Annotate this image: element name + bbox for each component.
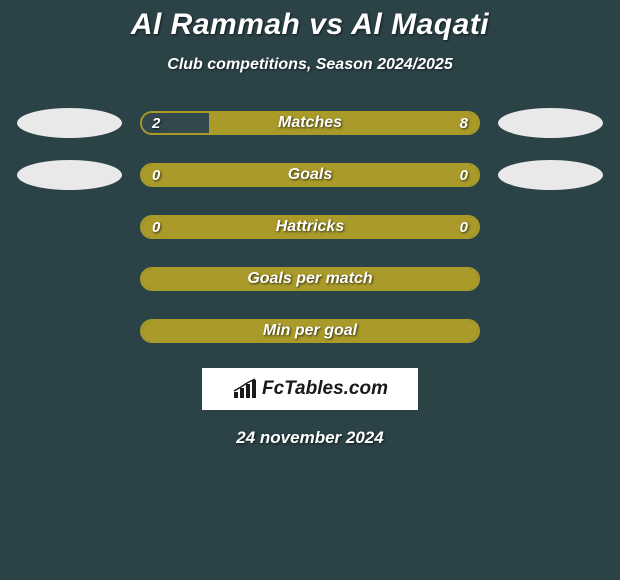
logo-box: FcTables.com bbox=[202, 368, 418, 410]
stat-rows: Matches28Goals00Hattricks00Goals per mat… bbox=[0, 108, 620, 346]
chart-icon bbox=[232, 378, 258, 400]
page-title: Al Rammah vs Al Maqati bbox=[0, 8, 620, 42]
stat-bar: Hattricks0 0 bbox=[140, 215, 480, 239]
team-left-ellipse bbox=[17, 160, 122, 190]
stat-value-left: 2 bbox=[142, 113, 170, 133]
page-subtitle: Club competitions, Season 2024/2025 bbox=[0, 56, 620, 74]
stat-value-left: 0 bbox=[142, 217, 170, 237]
stat-value-right: 0 bbox=[450, 165, 478, 185]
stat-row: Hattricks0 0 bbox=[0, 212, 620, 242]
stat-label: Hattricks bbox=[142, 217, 478, 237]
comparison-container: Al Rammah vs Al Maqati Club competitions… bbox=[0, 0, 620, 448]
stat-label: Min per goal bbox=[142, 321, 478, 341]
stat-bar: Goals0 0 bbox=[140, 163, 480, 187]
team-right-ellipse bbox=[498, 160, 603, 190]
stat-bar: Goals per match bbox=[140, 267, 480, 291]
stat-row: Matches2 8 bbox=[0, 108, 620, 138]
stat-label: Goals bbox=[142, 165, 478, 185]
stat-bar: Min per goal bbox=[140, 319, 480, 343]
team-right-ellipse bbox=[498, 108, 603, 138]
stat-value-right: 8 bbox=[450, 113, 478, 133]
stat-row: Goals0 0 bbox=[0, 160, 620, 190]
stat-value-right: 0 bbox=[450, 217, 478, 237]
team-left-ellipse bbox=[17, 108, 122, 138]
stat-value-left: 0 bbox=[142, 165, 170, 185]
date-text: 24 november 2024 bbox=[0, 428, 620, 448]
stat-row: Goals per match bbox=[0, 264, 620, 294]
stat-bar: Matches2 8 bbox=[140, 111, 480, 135]
stat-label: Matches bbox=[142, 113, 478, 133]
logo-text: FcTables.com bbox=[262, 378, 388, 400]
stat-label: Goals per match bbox=[142, 269, 478, 289]
stat-row: Min per goal bbox=[0, 316, 620, 346]
